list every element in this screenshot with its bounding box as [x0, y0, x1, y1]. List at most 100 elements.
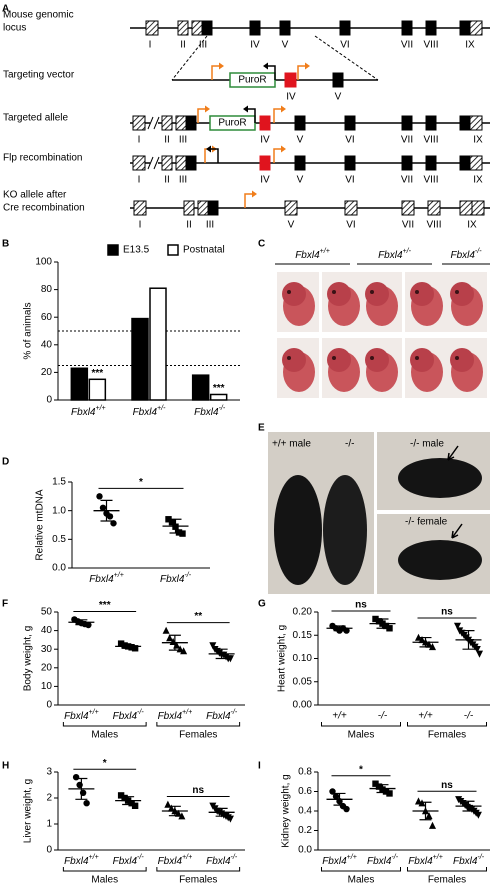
embryo-head [282, 282, 306, 306]
data-point [372, 780, 379, 787]
photo-label: -/- female [405, 517, 448, 528]
exon-label: I [138, 175, 141, 186]
x-tick-label: Fbxl4-/- [113, 854, 145, 867]
x-tick-label: Fbxl4-/- [206, 854, 238, 867]
promoter-arrow [305, 62, 310, 70]
promoter-arrow [252, 190, 257, 198]
bar [70, 367, 89, 401]
exon-label: II [164, 135, 170, 146]
exon [207, 200, 219, 216]
exon-label: V [297, 175, 304, 186]
exon-label: I [138, 135, 141, 146]
projection-line [314, 35, 379, 81]
axis-break [153, 156, 160, 170]
exon [459, 115, 471, 131]
exon [175, 115, 187, 131]
exon [249, 20, 261, 36]
exon [469, 115, 483, 131]
mouse [398, 458, 482, 498]
legend-swatch [107, 244, 119, 256]
significance-label: ns [355, 600, 367, 611]
pointer-arrow [451, 523, 463, 539]
promoter-arrow [219, 62, 224, 70]
panel-label: A [2, 4, 9, 15]
y-tick-label: 1 [46, 819, 52, 830]
y-tick-label: 0 [46, 395, 52, 406]
x-tick-label: Fbxl4+/- [133, 405, 166, 418]
promoter-arrow [281, 145, 286, 153]
row-label: Targeted allele [3, 113, 68, 124]
panel-label: C [258, 239, 265, 250]
panel-label: D [2, 457, 9, 468]
exon [185, 115, 197, 131]
y-tick-label: 0.05 [293, 676, 313, 687]
data-point [226, 655, 234, 663]
data-point [131, 645, 139, 652]
y-tick-label: 100 [35, 257, 52, 268]
data-point [475, 650, 484, 658]
error-bar [75, 777, 88, 800]
error-bar [419, 801, 432, 821]
exon [177, 20, 189, 36]
data-point [166, 634, 174, 642]
exon [401, 200, 415, 216]
exon [459, 20, 471, 36]
data-point [180, 647, 188, 655]
data-point [96, 493, 103, 500]
y-tick-label: 10 [41, 681, 53, 692]
error-bar [122, 643, 135, 649]
embryo-eye [332, 356, 336, 360]
x-tick-label: -/- [378, 711, 388, 722]
exon-label: IX [465, 40, 475, 51]
promoter-arrow [205, 105, 210, 113]
embryo-head [327, 348, 351, 372]
data-point [128, 800, 135, 807]
y-tick-label: 2 [46, 793, 52, 804]
data-point [414, 633, 423, 641]
pointer-arrow [447, 445, 459, 461]
significance-label: *** [213, 383, 225, 394]
embryo-head [450, 348, 474, 372]
y-tick-label: 40 [41, 625, 53, 636]
y-tick-label: 40 [41, 339, 53, 350]
exon [133, 200, 147, 216]
group-bracket [321, 722, 401, 727]
data-point [85, 621, 92, 629]
exon [469, 20, 483, 36]
exon-label: IV [250, 40, 260, 51]
promoter-arrow [206, 145, 211, 153]
y-tick-label: 0.4 [298, 806, 312, 817]
cassette-label: PuroR [218, 118, 246, 129]
group-bracket [407, 867, 487, 872]
axis-break [147, 116, 154, 130]
y-tick-label: 80 [41, 284, 53, 295]
group-label: Males [91, 875, 118, 886]
exon-label: VIII [423, 40, 438, 51]
y-tick-label: 0 [46, 700, 52, 711]
exon [132, 115, 146, 131]
group-label: Females [179, 730, 217, 741]
exon [294, 115, 306, 131]
group-bracket [62, 867, 147, 872]
data-point [332, 793, 340, 800]
embryo-eye [370, 356, 374, 360]
x-tick-label: Fbxl4-/- [367, 854, 399, 867]
exon-label: VI [340, 40, 349, 51]
embryo-eye [332, 290, 336, 294]
embryo-eye [455, 290, 459, 294]
exon [161, 115, 173, 131]
data-point [168, 518, 176, 526]
data-point [474, 811, 482, 819]
x-tick-label: Fbxl4+/+ [64, 709, 99, 722]
x-tick-label: Fbxl4-/- [194, 405, 226, 418]
promoter-arrow [210, 148, 219, 163]
exon [259, 155, 271, 171]
exon-label: III [179, 175, 187, 186]
x-tick-label: Fbxl4+/+ [322, 854, 357, 867]
legend-label: E13.5 [123, 245, 150, 256]
embryo-head [365, 348, 389, 372]
exon [471, 200, 485, 216]
data-point [165, 516, 172, 523]
error-bar [333, 792, 346, 806]
